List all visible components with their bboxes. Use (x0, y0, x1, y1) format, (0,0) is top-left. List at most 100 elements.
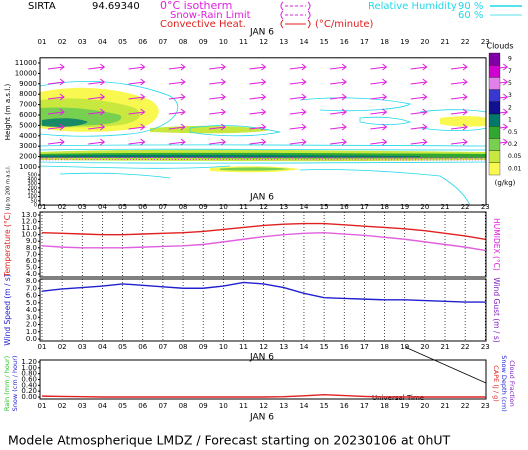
y-tick-label: 7000 (19, 101, 37, 109)
x-tick-label: 17 (360, 203, 369, 211)
y-axis-label: Wind Speed (m / s) (3, 274, 12, 346)
colorbar-unit: (g/kg) (495, 179, 516, 187)
x-tick-label: 15 (320, 402, 329, 410)
wind-arrow (450, 78, 468, 86)
y-tick-label: 10.0 (21, 231, 37, 239)
wind-arrow (47, 78, 65, 86)
x-tick-label: 06 (138, 203, 147, 211)
x-tick-label: 04 (98, 402, 107, 410)
y-tick-label: 4000 (19, 132, 37, 140)
x-tick-label: 02 (58, 203, 67, 211)
x-tick-label: 07 (158, 343, 167, 351)
y-tick-label: 1.20 (21, 358, 37, 366)
x-tick-label: 15 (320, 38, 329, 46)
colorbar-swatch (488, 52, 501, 66)
wind-arrow (450, 123, 468, 131)
x-tick-label: 11 (239, 343, 248, 351)
panel-frame (39, 211, 487, 278)
colorbar-swatch (488, 126, 501, 139)
x-tick-label: 15 (320, 203, 329, 211)
x-tick-label: 10 (219, 402, 228, 410)
wind-arrow (128, 78, 146, 86)
wind-arrow (410, 93, 428, 101)
x-tick-label: 15 (320, 343, 329, 351)
y-tick-label: 6.0 (26, 292, 37, 300)
wind-arrow (249, 123, 267, 131)
y-tick-label: 9000 (19, 80, 37, 88)
x-tick-label: 05 (118, 343, 127, 351)
y-tick-label: 3000 (19, 142, 37, 150)
wind-arrow (209, 108, 227, 116)
x-tick-label: 09 (199, 38, 208, 46)
x-tick-label: 10 (219, 38, 228, 46)
x-tick-label: 07 (158, 203, 167, 211)
x-tick-label: 03 (78, 343, 87, 351)
x-tick-label: 09 (199, 203, 208, 211)
x-tick-label: 16 (340, 402, 349, 410)
y-tick-label: 1.00 (21, 364, 37, 372)
y-tick-label: 100 (27, 194, 37, 200)
x-tick-label: 07 (158, 402, 167, 410)
x-tick-label: 02 (58, 402, 67, 410)
y2-axis-label: Cloud Fraction (508, 360, 516, 407)
wind-arrow (330, 123, 347, 131)
y-axis-label: Rain (mm / hour) (3, 356, 11, 411)
wind-arrow (128, 123, 146, 131)
date-label: JAN 6 (249, 413, 274, 423)
y-tick-label: 0.80 (21, 370, 37, 378)
legend-label: Convective Heat. (160, 19, 246, 30)
wind-arrow (370, 138, 388, 146)
y-tick-label: 1.0 (26, 328, 37, 336)
colorbar-swatch (488, 77, 501, 90)
date-label: JAN 6 (249, 353, 274, 363)
y-tick-label: 5.0 (26, 263, 37, 271)
wind-arrow (168, 108, 186, 116)
wind-arrow (410, 63, 428, 71)
x-tick-label: 14 (299, 402, 308, 410)
colorbar-swatch (488, 138, 501, 151)
x-tick-label: 04 (98, 38, 107, 46)
x-tick-label: 02 (58, 343, 67, 351)
x-tick-label: 02 (58, 38, 67, 46)
x-tick-label: 06 (138, 402, 147, 410)
y-tick-label: 5000 (19, 121, 37, 129)
x-tick-label: 01 (38, 343, 47, 351)
x-tick-label: 01 (38, 203, 47, 211)
legend-unit: (°C/minute) (315, 19, 374, 30)
y-tick-label: 6.0 (26, 257, 37, 265)
x-tick-label: 03 (78, 402, 87, 410)
x-tick-label: 18 (380, 203, 389, 211)
y-axis-label: Snow (cm / hour) (11, 356, 19, 412)
legend-level: 90 % (458, 1, 483, 12)
series-line (41, 393, 486, 398)
x-tick-label: 03 (78, 38, 87, 46)
wind-arrow (289, 138, 307, 146)
legend-label: Relative Humidity (368, 1, 457, 12)
wind-arrow (168, 93, 186, 101)
colorbar-swatch (488, 113, 501, 127)
x-tick-label: 21 (441, 203, 450, 211)
y2-axis-label: Wind Gust (m / s) (492, 277, 501, 342)
x-tick-label: 08 (179, 38, 188, 46)
y-axis-label: Temperature (°C) (3, 212, 12, 278)
y-tick-label: 200 (27, 185, 37, 191)
date-label: JAN 6 (249, 28, 274, 38)
colorbar-label: 3 (508, 92, 512, 99)
wind-arrow (410, 108, 428, 116)
y-tick-label: 5.0 (26, 299, 37, 307)
colorbar-title: Clouds (486, 42, 513, 51)
x-tick-label: 20 (420, 343, 429, 351)
x-tick-label: 19 (400, 402, 409, 410)
colorbar-label: 2 (508, 104, 512, 111)
panel-frame (39, 57, 487, 206)
wind-arrow (330, 108, 347, 116)
wind-arrow (289, 63, 307, 71)
y-tick-label: 150 (27, 190, 37, 196)
x-tick-label: 23 (481, 203, 490, 211)
x-tick-label: 11 (239, 38, 248, 46)
x-tick-label: 21 (441, 402, 450, 410)
wind-arrow (47, 93, 65, 101)
x-tick-label: 10 (219, 203, 228, 211)
x-tick-label: 01 (38, 38, 47, 46)
x-tick-label: 14 (299, 203, 308, 211)
